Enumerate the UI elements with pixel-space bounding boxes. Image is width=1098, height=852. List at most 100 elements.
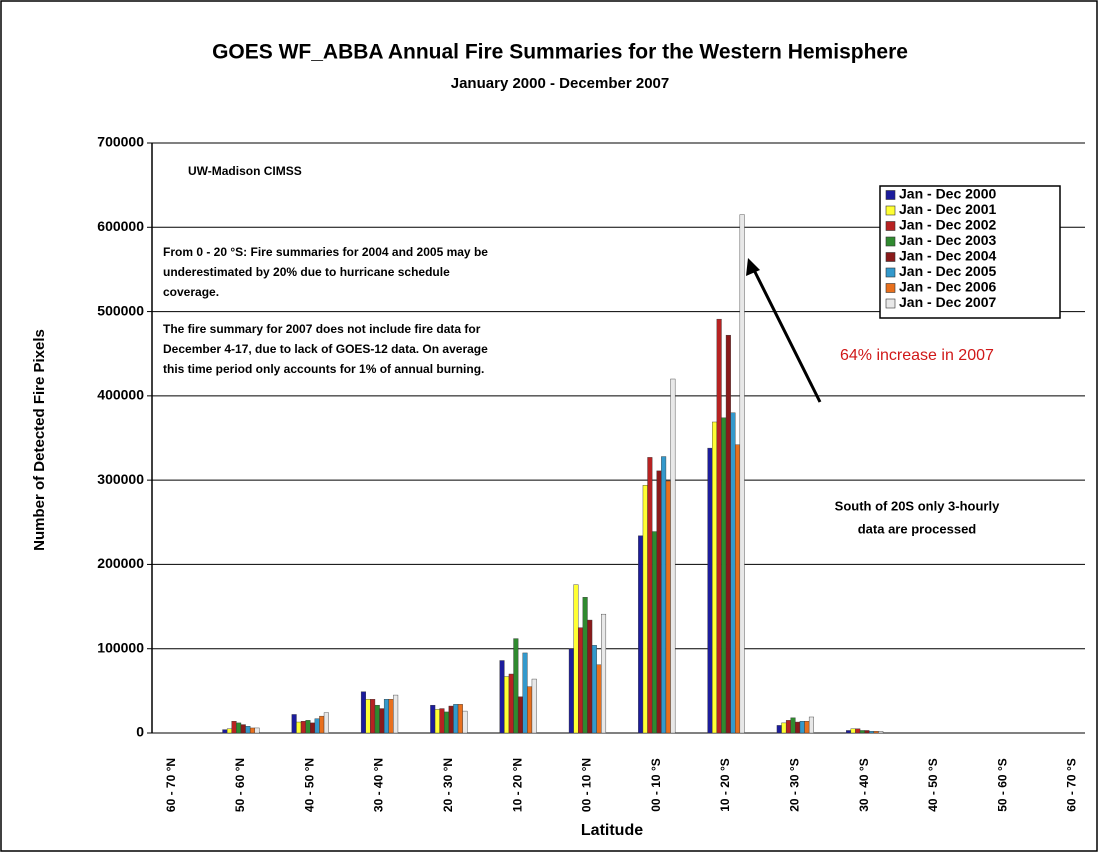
bar	[522, 652, 528, 734]
bar	[374, 704, 380, 734]
bar	[855, 728, 861, 734]
x-tick-label: 60 - 70 °S	[1065, 758, 1079, 812]
legend-label: Jan - Dec 2001	[899, 201, 996, 217]
legend-swatch	[885, 283, 896, 293]
bar	[721, 417, 727, 734]
annotation: 64% increase in 2007	[840, 347, 994, 364]
bar	[383, 699, 389, 734]
bar	[790, 717, 796, 734]
bar	[739, 214, 745, 734]
bar	[642, 485, 648, 734]
y-tick-label: 200000	[97, 555, 144, 571]
bar	[785, 720, 791, 734]
x-tick-label: 20 - 30 °S	[788, 758, 802, 812]
plot-area: 0 100000 200000 300000 400000 500000 600000 700…	[97, 134, 1085, 812]
annotation: South of 20S only 3-hourly	[835, 498, 1000, 513]
bar	[716, 318, 722, 734]
legend-label: Jan - Dec 2006	[899, 279, 996, 295]
bar	[573, 584, 579, 734]
bar	[240, 724, 246, 734]
legend-label: Jan - Dec 2002	[899, 217, 996, 233]
x-tick-label: 10 - 20 °N	[510, 758, 524, 812]
bar	[462, 710, 468, 734]
legend-swatch	[885, 190, 896, 200]
bar	[360, 691, 366, 734]
bar	[665, 480, 671, 734]
bar	[601, 613, 607, 734]
bar	[735, 444, 741, 734]
bar	[365, 699, 371, 734]
bar	[781, 722, 787, 734]
x-tick-label: 10 - 20 °S	[718, 758, 732, 812]
bar	[846, 730, 852, 734]
bar	[707, 447, 713, 734]
arrow	[750, 265, 822, 403]
legend-label: Jan - Dec 2003	[899, 232, 996, 248]
bar	[591, 645, 597, 734]
bar	[222, 729, 228, 734]
bar	[864, 730, 870, 734]
bar	[508, 673, 514, 734]
bar	[388, 699, 394, 734]
bar	[531, 678, 537, 734]
bar	[249, 727, 255, 734]
bar	[670, 378, 676, 734]
bar	[300, 721, 306, 734]
bar	[869, 731, 875, 734]
annotation: December 4-17, due to lack of GOES-12 da…	[163, 342, 488, 356]
legend-label: Jan - Dec 2000	[899, 186, 996, 202]
bar	[296, 721, 302, 734]
bar	[850, 728, 856, 734]
x-tick-label: 00 - 10 °S	[649, 758, 663, 812]
y-tick-label: 100000	[97, 639, 144, 655]
legend-swatch	[885, 298, 896, 309]
annotation: coverage.	[163, 285, 219, 299]
bar	[245, 726, 251, 734]
bar	[430, 704, 436, 734]
y-tick-label: 0	[136, 724, 144, 740]
x-axis-label: Latitude	[581, 822, 643, 839]
bar	[323, 712, 329, 734]
x-tick-label: 40 - 50 °S	[926, 758, 940, 812]
bar	[517, 696, 523, 734]
annotation: data are processed	[858, 521, 977, 536]
bar	[859, 730, 865, 734]
bar	[393, 694, 399, 734]
x-tick-label: 20 - 30 °N	[441, 758, 455, 812]
bar	[504, 676, 510, 734]
bar	[236, 722, 242, 734]
bar	[226, 728, 232, 734]
y-tick-label: 600000	[97, 218, 144, 234]
bar	[730, 412, 736, 734]
bar	[370, 699, 376, 734]
chart-title: GOES WF_ABBA Annual Fire Summaries for t…	[212, 41, 908, 64]
bar	[457, 704, 463, 734]
legend-box	[879, 185, 1061, 319]
x-tick-label: 50 - 60 °N	[233, 758, 247, 812]
y-tick-label: 400000	[97, 387, 144, 403]
legend-swatch	[885, 221, 896, 231]
bar	[647, 457, 653, 734]
bar	[587, 619, 593, 734]
bar	[444, 711, 450, 734]
bar	[254, 727, 260, 734]
bar	[638, 535, 644, 734]
bar	[448, 705, 454, 734]
bar	[804, 721, 810, 734]
bar	[305, 720, 311, 734]
bar	[799, 721, 805, 734]
bar	[527, 686, 533, 734]
y-tick-label: 500000	[97, 302, 144, 318]
bar	[499, 660, 505, 734]
bar	[878, 731, 884, 734]
x-tick-label: 00 - 10 °N	[580, 758, 594, 812]
y-tick-label: 300000	[97, 471, 144, 487]
bar	[314, 718, 320, 734]
x-tick-label: 30 - 40 °N	[372, 758, 386, 812]
bar	[596, 664, 602, 734]
annotation: UW-Madison CIMSS	[188, 164, 302, 178]
bar	[651, 531, 657, 734]
bar	[434, 709, 440, 734]
